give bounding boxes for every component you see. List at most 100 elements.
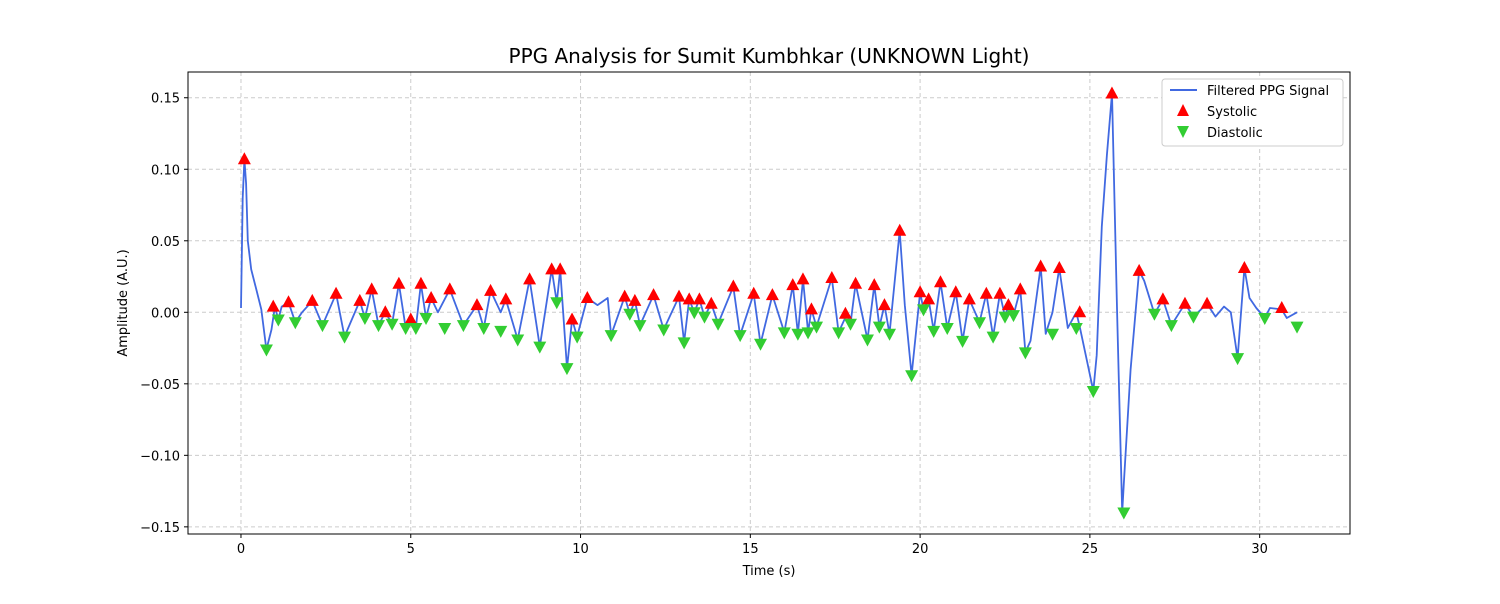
systolic-point: [628, 293, 642, 306]
legend-diastolic-label: Diastolic: [1207, 126, 1263, 141]
systolic-point: [1034, 259, 1048, 272]
systolic-point: [1105, 86, 1119, 99]
x-tick-label: 0: [237, 542, 245, 557]
systolic-point: [765, 288, 779, 301]
diastolic-point: [872, 321, 886, 334]
systolic-point: [1073, 305, 1087, 318]
diastolic-point: [940, 323, 954, 336]
x-tick-label: 25: [1082, 542, 1099, 557]
y-tick-label: −0.15: [140, 521, 180, 536]
systolic-point: [867, 278, 881, 291]
systolic-point: [692, 292, 706, 305]
systolic-point: [1237, 260, 1251, 273]
ppg-signal-line: [240, 92, 1298, 514]
systolic-point: [1132, 263, 1146, 276]
systolic-point: [484, 283, 498, 296]
diastolic-point: [677, 337, 691, 350]
systolic-point: [392, 276, 406, 289]
systolic-point: [913, 285, 927, 298]
diastolic-point: [883, 328, 897, 341]
systolic-point: [237, 152, 251, 165]
diastolic-point: [1258, 313, 1272, 326]
diastolic-point: [657, 324, 671, 337]
diastolic-point: [371, 320, 385, 333]
diastolic-point: [973, 317, 987, 330]
diastolic-point: [905, 370, 919, 383]
y-tick-label: 0.15: [151, 92, 180, 107]
y-tick-label: −0.10: [140, 449, 180, 464]
systolic-point: [704, 296, 718, 309]
systolic-point: [1013, 282, 1027, 295]
y-tick-label: 0.10: [151, 163, 180, 178]
diastolic-point: [1069, 323, 1083, 336]
systolic-point: [893, 223, 907, 236]
diastolic-point: [832, 327, 846, 340]
legend-systolic-label: Systolic: [1207, 105, 1257, 120]
systolic-point: [618, 289, 632, 302]
diastolic-point: [288, 317, 302, 330]
systolic-point: [877, 298, 891, 311]
diastolic-point: [511, 334, 525, 347]
diastolic-point: [604, 330, 618, 343]
systolic-point: [1052, 260, 1066, 273]
x-axis-label: Time (s): [742, 564, 796, 579]
systolic-point: [993, 286, 1007, 299]
grid: [188, 72, 1350, 534]
systolic-point: [647, 288, 661, 301]
systolic-point: [796, 272, 810, 285]
systolic-point: [1178, 296, 1192, 309]
diastolic-point: [438, 323, 452, 336]
diastolic-point: [1164, 320, 1178, 333]
y-axis-label: Amplitude (A.U.): [116, 249, 131, 356]
systolic-point: [747, 286, 761, 299]
axes: 0 5 10 15 20 25 30 0.15 0.10 0.05 0.00 −0.05 −0.10 −0…: [140, 92, 1268, 557]
diastolic-point: [409, 323, 423, 336]
y-tick-label: −0.05: [140, 378, 180, 393]
systolic-point: [922, 292, 936, 305]
systolic-point: [1001, 298, 1015, 311]
diastolic-point: [1290, 321, 1304, 334]
diastolic-point: [1186, 311, 1200, 324]
legend-diastolic-marker: [1177, 126, 1189, 138]
systolic-point: [786, 278, 800, 291]
diastolic-point: [560, 363, 574, 376]
legend-signal-label: Filtered PPG Signal: [1207, 84, 1329, 99]
diastolic-point: [456, 320, 470, 333]
x-tick-label: 10: [572, 542, 589, 557]
systolic-point: [414, 276, 428, 289]
diastolic-point: [843, 318, 857, 331]
diastolic-point: [860, 334, 874, 347]
systolic-point: [443, 282, 457, 295]
diastolic-point: [711, 318, 725, 331]
systolic-point: [499, 292, 513, 305]
diastolic-point: [810, 321, 824, 334]
y-tick-label: 0.05: [151, 235, 180, 250]
systolic-point: [838, 306, 852, 319]
diastolic-point: [570, 331, 584, 344]
diastolic-point: [494, 325, 508, 338]
systolic-point: [682, 292, 696, 305]
systolic-point: [553, 262, 567, 275]
systolic-point: [378, 305, 392, 318]
systolic-point: [365, 282, 379, 295]
systolic-point: [672, 289, 686, 302]
legend: Filtered PPG Signal Systolic Diastolic: [1161, 78, 1344, 147]
systolic-point: [825, 270, 839, 283]
systolic-point: [580, 290, 594, 303]
diastolic-point: [917, 304, 931, 317]
diastolic-point: [633, 320, 647, 333]
diastolic-point: [271, 314, 285, 327]
diastolic-point: [986, 331, 1000, 344]
diastolic-point: [733, 330, 747, 343]
systolic-point: [1156, 292, 1170, 305]
systolic-point: [305, 293, 319, 306]
systolic-point: [565, 312, 579, 325]
diastolic-point: [1018, 347, 1032, 360]
diastolic-point: [697, 311, 711, 324]
systolic-point: [962, 292, 976, 305]
plot-area: [237, 86, 1304, 520]
diastolic-point: [687, 307, 701, 320]
systolic-point: [329, 286, 343, 299]
